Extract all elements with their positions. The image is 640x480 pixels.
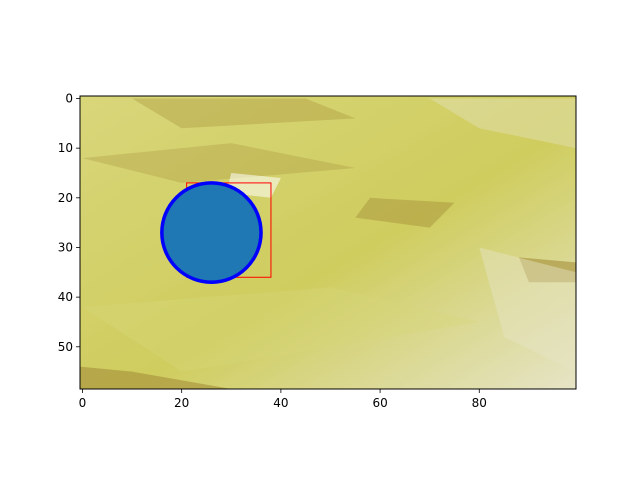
y-axis: 0 10 20 30 40 50: [58, 91, 80, 354]
background-image: [80, 96, 576, 389]
image-texture-band: [82, 143, 356, 183]
image-texture-band: [355, 197, 455, 228]
y-tick-label: 30: [58, 240, 73, 254]
x-tick-label: 40: [273, 396, 288, 410]
image-texture-band: [82, 287, 480, 372]
y-tick-label: 40: [58, 290, 73, 304]
x-tick-label: 20: [174, 396, 189, 410]
y-tick-label: 0: [65, 91, 73, 105]
blue-circle: [160, 181, 263, 284]
image-texture-band: [479, 247, 576, 372]
x-tick-label: 0: [79, 396, 87, 410]
image-texture-band: [132, 98, 356, 129]
image-texture-band: [80, 366, 232, 389]
x-axis: 0 20 40 60 80: [79, 389, 487, 410]
axes-frame: [79, 95, 577, 390]
x-tick-label: 80: [472, 396, 487, 410]
x-tick-label: 60: [372, 396, 387, 410]
y-tick-label: 10: [58, 141, 73, 155]
y-tick-label: 20: [58, 191, 73, 205]
image-texture-band: [429, 98, 576, 149]
image-texture-band: [518, 257, 576, 283]
y-tick-label: 50: [58, 340, 73, 354]
